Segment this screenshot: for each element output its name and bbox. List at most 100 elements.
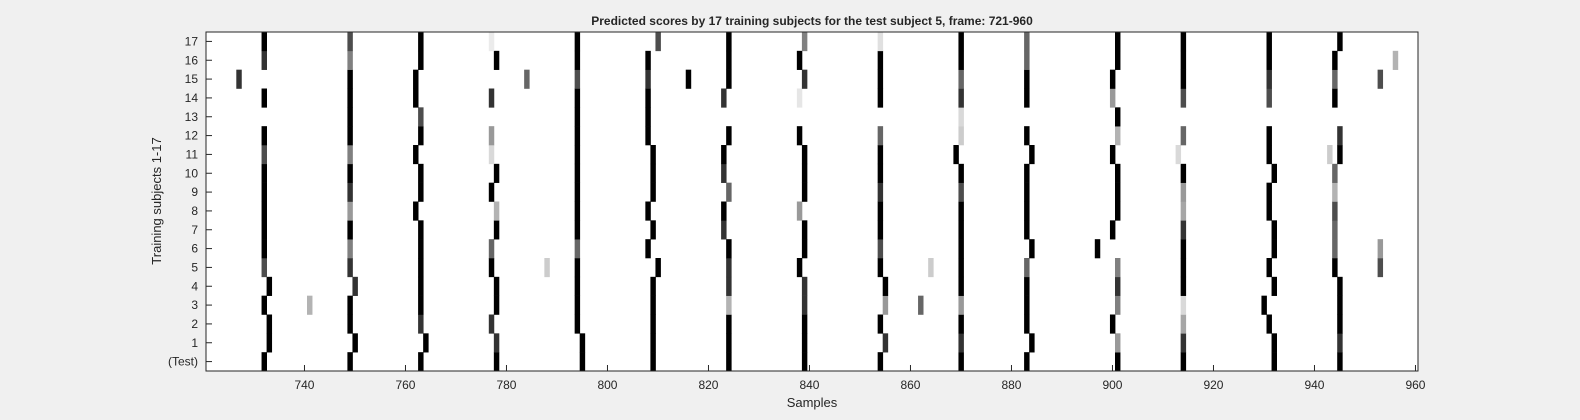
heatmap-cell	[882, 295, 889, 315]
heatmap-cell	[958, 295, 964, 315]
heatmap-cell	[1377, 239, 1384, 259]
heatmap-cell	[1180, 220, 1187, 240]
heatmap-cell	[877, 88, 884, 108]
heatmap-cell	[347, 107, 353, 127]
heatmap-cell	[877, 314, 884, 334]
heatmap-cell	[650, 163, 656, 183]
heatmap-cell	[801, 352, 808, 372]
heatmap-cell	[650, 295, 656, 315]
heatmap-cell	[574, 314, 581, 334]
heatmap-cell	[1266, 145, 1272, 165]
heatmap-cell	[1271, 239, 1277, 259]
x-tick-label: 820	[698, 378, 718, 392]
heatmap-cell	[1332, 220, 1338, 240]
heatmap-cell	[1029, 333, 1035, 353]
heatmap-cell	[261, 352, 267, 372]
heatmap-cell	[1266, 50, 1272, 70]
heatmap-cell	[721, 145, 727, 165]
heatmap-cell	[1029, 145, 1035, 165]
heatmap-cell	[650, 145, 656, 165]
y-tick-label: 16	[185, 53, 199, 67]
heatmap-cell	[1115, 295, 1121, 315]
heatmap-cell	[1332, 69, 1338, 89]
heatmap-cell	[347, 88, 353, 108]
heatmap-cell	[1024, 258, 1030, 278]
heatmap-cell	[958, 163, 964, 183]
heatmap-cell	[574, 88, 581, 108]
heatmap-cell	[958, 107, 964, 127]
heatmap-cell	[574, 126, 581, 146]
heatmap-cell	[347, 69, 353, 89]
y-tick-label: 9	[191, 185, 198, 199]
heatmap-cell	[418, 182, 424, 202]
y-tick-label: 15	[185, 72, 199, 86]
heatmap-cell	[261, 50, 267, 70]
heatmap-cell	[1024, 314, 1030, 334]
heatmap-cell	[796, 50, 803, 70]
heatmap-cell	[801, 182, 808, 202]
heatmap-cell	[1109, 69, 1116, 89]
heatmap-cell	[1266, 126, 1272, 146]
heatmap-cell	[1332, 182, 1338, 202]
heatmap-cell	[1024, 276, 1030, 296]
heatmap-cell	[574, 258, 581, 278]
heatmap-cell	[1109, 145, 1116, 165]
heatmap-cell	[574, 32, 581, 52]
heatmap-cell	[493, 163, 500, 183]
heatmap-cell	[1180, 182, 1187, 202]
heatmap-cell	[574, 145, 581, 165]
y-tick-label: 13	[185, 110, 199, 124]
heatmap-cell	[261, 163, 267, 183]
heatmap-cell	[1109, 220, 1116, 240]
heatmap-cell	[801, 145, 808, 165]
heatmap-cell	[261, 220, 267, 240]
heatmap-cell	[801, 220, 808, 240]
y-tick-label: 1	[191, 336, 198, 350]
heatmap-cell	[261, 295, 267, 315]
heatmap-cell	[958, 69, 964, 89]
heatmap-cell	[958, 276, 964, 296]
heatmap-cell	[418, 126, 424, 146]
heatmap-cell	[1115, 182, 1121, 202]
y-tick-label: 8	[191, 204, 198, 218]
y-axis-label: Training subjects 1-17	[149, 137, 164, 264]
chart-title: Predicted scores by 17 training subjects…	[591, 14, 1033, 28]
heatmap-cell	[1024, 295, 1030, 315]
heatmap-cell	[645, 50, 651, 70]
heatmap-cell	[1094, 239, 1101, 259]
heatmap-cell	[645, 239, 651, 259]
heatmap-cell	[1180, 314, 1187, 334]
heatmap-cell	[261, 239, 267, 259]
heatmap-cell	[801, 163, 808, 183]
heatmap-cell	[347, 314, 353, 334]
heatmap-cell	[726, 50, 732, 70]
x-tick-label: 940	[1304, 378, 1324, 392]
heatmap-cell	[423, 333, 429, 353]
heatmap-cell	[418, 314, 424, 334]
heatmap-cell	[579, 333, 586, 353]
heatmap-cell	[574, 107, 581, 127]
heatmap-cell	[1024, 88, 1030, 108]
y-tick-label: 14	[185, 91, 199, 105]
heatmap-cell	[1332, 50, 1338, 70]
heatmap-cell	[721, 163, 727, 183]
heatmap-cell	[796, 88, 803, 108]
heatmap-cell	[418, 276, 424, 296]
heatmap-cell	[1337, 32, 1343, 52]
heatmap-cell	[1377, 258, 1384, 278]
heatmap-cell	[307, 295, 313, 315]
heatmap-cell	[574, 295, 581, 315]
heatmap-cell	[1327, 145, 1333, 165]
heatmap-cell	[726, 182, 732, 202]
heatmap-cell	[796, 258, 803, 278]
heatmap-cell	[347, 295, 353, 315]
heatmap-cell	[261, 32, 267, 52]
heatmap-cell	[877, 32, 884, 52]
heatmap-cell	[347, 239, 353, 259]
heatmap-cell	[958, 220, 964, 240]
y-tick-label: 5	[191, 260, 198, 274]
heatmap-cell	[1115, 276, 1121, 296]
heatmap-cell	[958, 126, 964, 146]
heatmap-cell	[1180, 88, 1187, 108]
heatmap-cell	[1115, 50, 1121, 70]
